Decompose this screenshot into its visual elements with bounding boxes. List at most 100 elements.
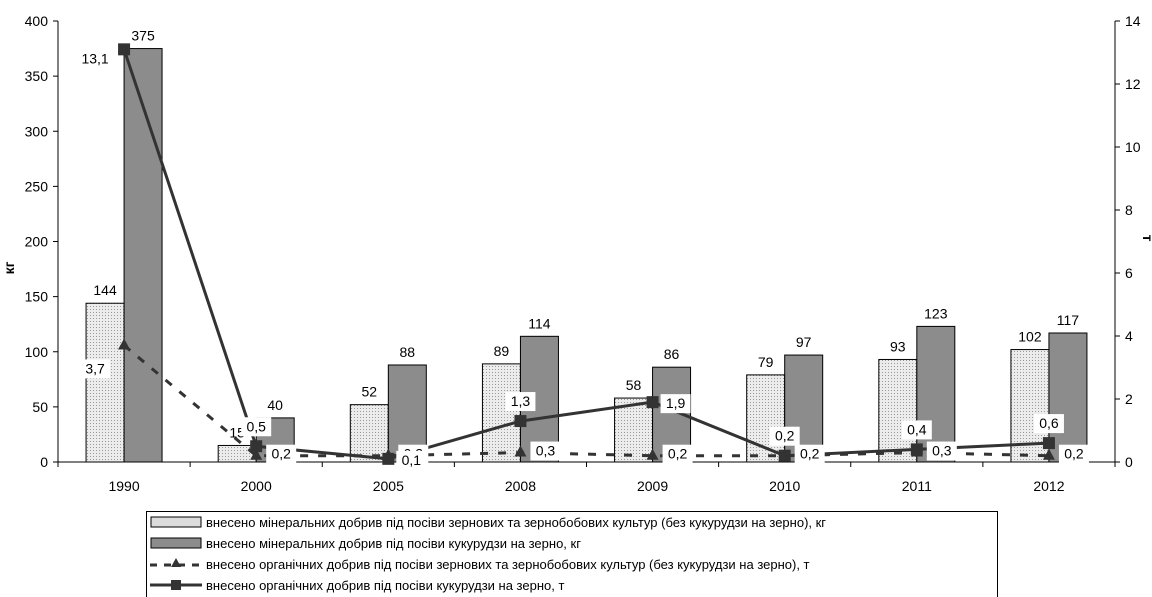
x-tick-label: 2011	[902, 478, 932, 494]
y-left-tick-label: 200	[25, 234, 49, 250]
marker-square	[910, 443, 923, 456]
y-right-tick-label: 12	[1125, 76, 1141, 92]
data-label-corn-organic-bg	[1033, 414, 1064, 434]
y-left-axis-title: кг	[1, 261, 17, 274]
data-label-grain-mineral: 102	[1018, 329, 1042, 345]
y-right-tick-label: 0	[1125, 454, 1133, 470]
data-label-grain-mineral: 89	[494, 343, 510, 359]
legend-item-series-2: внесено мінеральних добрив під посіви ку…	[147, 533, 581, 553]
data-label-corn-organic: 0,1	[402, 452, 422, 468]
data-label-corn-organic-bg	[660, 394, 691, 414]
data-label-corn-mineral: 86	[664, 346, 680, 362]
y-left-tick-label: 300	[25, 123, 49, 139]
data-label-grain-organic-bg	[1058, 444, 1089, 464]
marker-square	[514, 415, 527, 428]
y-right-tick-label: 6	[1125, 265, 1133, 281]
bar-grain-mineral	[349, 404, 389, 463]
data-label-corn-organic: 1,3	[511, 393, 531, 409]
data-label-corn-organic-bg	[769, 426, 800, 446]
data-label-grain-organic: 0,2	[800, 446, 820, 462]
data-label-grain-mineral: 79	[758, 354, 774, 370]
marker-square	[382, 452, 395, 465]
y-right-tick-label: 4	[1125, 328, 1133, 344]
data-label-corn-organic: 0,5	[246, 418, 266, 434]
legend-swatch-dashed-triangle	[150, 558, 202, 567]
y-left-tick-label: 400	[25, 13, 49, 29]
marker-triangle	[1042, 448, 1055, 460]
data-label-grain-organic: 0,2	[271, 446, 291, 462]
data-label-grain-organic: 0,3	[932, 443, 952, 459]
data-label-corn-organic-bg	[901, 420, 932, 440]
data-label-grain-organic: 0,2	[668, 446, 688, 462]
marker-triangle	[514, 445, 527, 457]
bar-grain-mineral	[85, 302, 125, 463]
data-label-grain-organic-bg	[662, 444, 693, 464]
data-label-grain-organic-bg	[926, 441, 957, 461]
data-label-corn-mineral: 40	[267, 397, 283, 413]
data-label-corn-organic-bg	[505, 392, 536, 412]
marker-square	[250, 440, 263, 453]
y-left-tick-label: 50	[32, 399, 48, 415]
marker-triangle	[250, 448, 263, 460]
bar-grain-mineral	[614, 397, 654, 463]
marker-triangle	[646, 448, 659, 460]
data-label-grain-mineral: 52	[362, 384, 378, 400]
axes-layer: 0 50 100 150 200 250 300 350 400 0 2 4 6 8 10 12 14 1990 2…	[25, 13, 1141, 494]
data-label-corn-organic: 1,9	[666, 395, 686, 411]
data-label-corn-mineral: 97	[796, 334, 812, 350]
data-label-corn-mineral: 123	[924, 305, 948, 321]
y-left-tick-label: 250	[25, 178, 49, 194]
data-label-grain-organic-bg	[80, 359, 111, 379]
data-label-grain-mineral: 93	[890, 338, 906, 354]
legend-label: внесено мінеральних добрив під посіви зе…	[206, 514, 827, 530]
data-label-grain-organic: 3,7	[85, 360, 105, 376]
y-right-tick-label: 8	[1125, 202, 1133, 218]
legend-label: внесено мінеральних добрив під посіви ку…	[206, 535, 581, 551]
data-label-corn-organic-bg	[76, 49, 115, 69]
x-tick-label: 2012	[1033, 478, 1064, 494]
data-label-grain-organic: 0,3	[536, 443, 556, 459]
x-tick-label: 2010	[769, 478, 800, 494]
data-label-corn-mineral: 88	[400, 344, 416, 360]
legend-swatch-light-bar	[150, 516, 202, 528]
data-label-corn-organic: 0,2	[775, 428, 795, 444]
data-label-corn-mineral: 117	[1057, 312, 1080, 328]
line-grain-organic	[123, 344, 1049, 458]
legend-item-series-4: внесено органічних добрив під посіви кук…	[147, 575, 564, 595]
y-left-tick-label: 350	[25, 68, 49, 84]
y-right-tick-label: 14	[1125, 13, 1141, 29]
legend-item-series-1: внесено мінеральних добрив під посіви зе…	[147, 512, 826, 532]
legend: внесено мінеральних добрив під посіви зе…	[146, 511, 998, 597]
x-tick-label: 2008	[505, 478, 536, 494]
y-left-tick-label: 150	[25, 289, 49, 305]
data-label-grain-organic-bg	[530, 441, 561, 461]
data-label-grain-organic-bg	[794, 444, 825, 464]
legend-swatch-solid-square	[150, 580, 202, 590]
data-label-grain-organic-bg	[266, 444, 297, 464]
data-label-corn-organic: 13,1	[81, 50, 108, 66]
x-tick-label: 2005	[373, 478, 404, 494]
data-label-grain-mineral: 144	[93, 282, 117, 298]
marker-square	[646, 396, 659, 409]
x-tick-label: 2000	[241, 478, 272, 494]
data-label-corn-mineral: 375	[131, 28, 155, 44]
legend-label: внесено органічних добрив під посіви зер…	[206, 556, 810, 572]
data-label-corn-organic: 0,6	[1039, 415, 1059, 431]
x-tick-label: 1990	[108, 478, 139, 494]
bar-corn-mineral	[1048, 332, 1088, 463]
marker-square	[778, 449, 791, 462]
y-right-tick-label: 10	[1125, 139, 1141, 155]
marker-square	[118, 43, 131, 56]
data-label-corn-organic-bg	[241, 417, 272, 437]
marker-square	[1042, 437, 1055, 450]
legend-item-series-3: внесено органічних добрив під посіви зер…	[147, 554, 810, 574]
data-label-grain-organic: 0,2	[1064, 446, 1084, 462]
legend-swatch-dark-bar	[150, 537, 202, 549]
marker-triangle	[118, 338, 131, 350]
legend-label: внесено органічних добрив під посіви кук…	[206, 577, 565, 593]
data-label-corn-organic-bg	[396, 450, 427, 470]
bars-layer	[85, 48, 1088, 463]
x-tick-label: 2009	[637, 478, 668, 494]
